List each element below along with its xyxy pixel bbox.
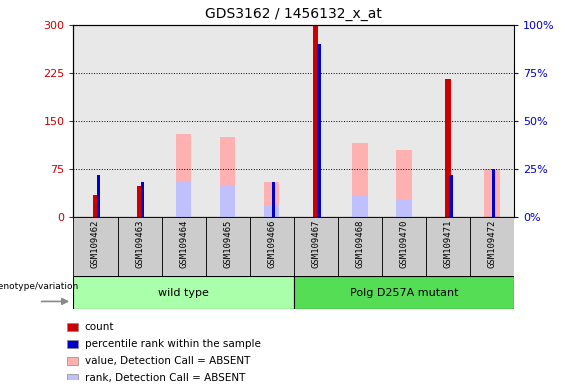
Bar: [118, 25, 162, 217]
Bar: [250, 217, 294, 276]
Text: count: count: [85, 322, 114, 332]
Title: GDS3162 / 1456132_x_at: GDS3162 / 1456132_x_at: [205, 7, 383, 21]
Bar: [294, 217, 338, 276]
Bar: [426, 217, 470, 276]
Bar: [206, 217, 250, 276]
Bar: [445, 79, 451, 217]
Text: GSM109471: GSM109471: [444, 220, 453, 268]
Bar: [313, 25, 319, 217]
Bar: [338, 25, 382, 217]
Bar: [67, 323, 78, 331]
Bar: [294, 276, 514, 309]
Bar: [73, 217, 118, 276]
Bar: [206, 25, 250, 217]
Text: GSM109467: GSM109467: [311, 220, 320, 268]
Bar: [118, 217, 162, 276]
Text: GSM109465: GSM109465: [223, 220, 232, 268]
Text: percentile rank within the sample: percentile rank within the sample: [85, 339, 260, 349]
Bar: [382, 217, 426, 276]
Bar: [67, 340, 78, 348]
Bar: [220, 137, 236, 217]
Text: value, Detection Call = ABSENT: value, Detection Call = ABSENT: [85, 356, 250, 366]
Bar: [470, 25, 514, 217]
Text: Polg D257A mutant: Polg D257A mutant: [350, 288, 458, 298]
Text: rank, Detection Call = ABSENT: rank, Detection Call = ABSENT: [85, 372, 245, 382]
Bar: [294, 25, 338, 217]
Bar: [264, 205, 280, 217]
Bar: [141, 182, 145, 217]
Bar: [250, 25, 294, 217]
Bar: [73, 276, 294, 309]
Bar: [449, 175, 453, 217]
Bar: [426, 25, 470, 217]
Bar: [264, 182, 280, 217]
Text: wild type: wild type: [158, 288, 209, 298]
Bar: [352, 197, 368, 217]
Bar: [93, 195, 98, 217]
Bar: [338, 217, 382, 276]
Bar: [67, 374, 78, 382]
Text: GSM109464: GSM109464: [179, 220, 188, 268]
Bar: [176, 182, 192, 217]
Text: GSM109466: GSM109466: [267, 220, 276, 268]
Text: genotype/variation: genotype/variation: [0, 281, 79, 291]
Text: GSM109470: GSM109470: [399, 220, 408, 268]
Text: GSM109472: GSM109472: [488, 220, 497, 268]
Bar: [272, 182, 275, 217]
Bar: [470, 217, 514, 276]
Bar: [220, 185, 236, 217]
Bar: [352, 143, 368, 217]
Bar: [382, 25, 426, 217]
Bar: [176, 134, 192, 217]
Bar: [137, 186, 142, 217]
Bar: [73, 25, 118, 217]
Bar: [67, 357, 78, 365]
Bar: [97, 175, 101, 217]
Bar: [162, 25, 206, 217]
Text: GSM109462: GSM109462: [91, 220, 100, 268]
Bar: [484, 169, 500, 217]
Bar: [396, 150, 412, 217]
Bar: [396, 199, 412, 217]
Text: GSM109468: GSM109468: [355, 220, 364, 268]
Bar: [162, 217, 206, 276]
Text: GSM109463: GSM109463: [135, 220, 144, 268]
Bar: [317, 44, 321, 217]
Bar: [492, 169, 496, 217]
